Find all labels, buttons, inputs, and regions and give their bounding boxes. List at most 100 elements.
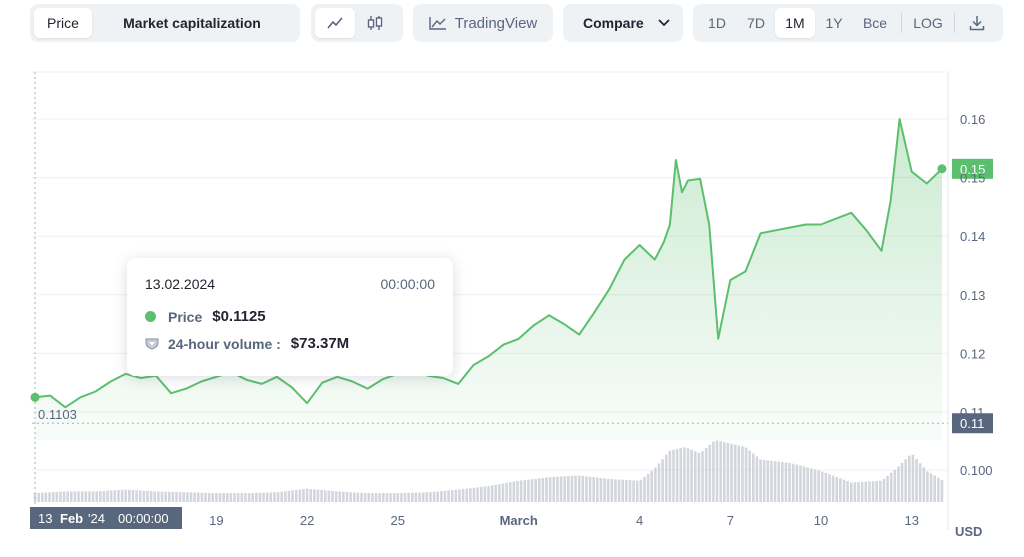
volume-bar [545, 477, 548, 502]
volume-bar [534, 478, 537, 502]
volume-bar [697, 452, 701, 502]
volume-bar [577, 475, 581, 502]
volume-bar [88, 491, 91, 502]
volume-bar [799, 465, 802, 502]
line-chart-button[interactable] [315, 8, 355, 38]
volume-bar [762, 459, 766, 502]
volume-bar [378, 493, 381, 502]
volume-bar [142, 490, 146, 502]
volume-bar [527, 479, 530, 502]
volume-bar [171, 491, 175, 502]
download-button[interactable] [959, 8, 995, 38]
y-tick-label: 0.14 [960, 229, 985, 244]
crosshair-date-part: Feb [60, 511, 83, 526]
tradingview-button[interactable]: TradingView [413, 4, 553, 42]
volume-bar [447, 490, 450, 502]
volume-bar [719, 441, 722, 502]
volume-bar [48, 492, 51, 502]
range-1y[interactable]: 1Y [825, 15, 843, 31]
view-switcher: Price Market capitalization [30, 4, 300, 42]
price-chart[interactable]: 0.1103 0.15 0.11 13 Feb '24 00:00:00 0.16 0.15 0… [0, 60, 1024, 557]
volume-bar [715, 440, 719, 502]
x-tick-label: March [500, 513, 538, 528]
volume-bar [62, 491, 66, 502]
volume-bar [897, 466, 900, 502]
volume-bar [479, 486, 483, 502]
x-tick-label: 10 [814, 513, 828, 528]
low-price-tag [952, 413, 993, 434]
volume-bar [128, 489, 131, 502]
volume-bar [189, 492, 193, 502]
volume-bar [639, 479, 643, 502]
volume-bar [102, 490, 106, 502]
volume-bar [657, 463, 661, 502]
current-price-tag [952, 158, 993, 179]
volume-bar [131, 490, 135, 502]
volume-bar [860, 481, 864, 502]
volume-bar [918, 463, 922, 502]
volume-bar [44, 492, 48, 502]
crosshair-date-tag [30, 507, 182, 529]
volume-bar [937, 477, 940, 502]
current-price-tag-label: 0.15 [960, 162, 985, 177]
range-7d[interactable]: 7D [747, 15, 765, 31]
volume-bar [824, 472, 828, 502]
volume-bar [690, 449, 693, 502]
volume-bar [327, 490, 331, 502]
volume-bar [795, 464, 799, 502]
y-tick-label: 0.11 [960, 405, 984, 420]
tradingview-label-wrap: TradingView [417, 8, 549, 38]
volume-bar [273, 492, 276, 502]
volume-bar [342, 491, 345, 502]
volume-bar [512, 481, 516, 502]
volume-bar [392, 493, 396, 502]
compare-dropdown[interactable]: Compare [563, 4, 683, 42]
tooltip-price-row: Price $0.1125 [145, 308, 435, 325]
volume-bar [465, 488, 469, 502]
volume-bar [693, 451, 697, 502]
divider [901, 13, 902, 33]
volume-bar [66, 491, 69, 502]
volume-bar [91, 491, 95, 502]
volume-bar [668, 450, 672, 502]
volume-bar [429, 492, 432, 502]
volume-bar [153, 491, 157, 502]
tab-market-capitalization[interactable]: Market capitalization [123, 15, 261, 31]
volume-bar [280, 491, 284, 502]
volume-bar [926, 471, 929, 502]
log-scale-toggle[interactable]: LOG [913, 15, 943, 31]
volume-bar [610, 479, 614, 502]
volume-bar [461, 489, 465, 502]
volume-bar [385, 493, 389, 502]
volume-bar [138, 490, 142, 502]
volume-bar [291, 490, 294, 502]
y-tick-label: 0.15 [960, 171, 985, 186]
range-1d[interactable]: 1D [708, 15, 726, 31]
volume-bar [255, 492, 258, 502]
volume-bar [635, 480, 639, 502]
volume-bar [99, 491, 102, 502]
range-1m[interactable]: 1M [775, 8, 815, 38]
volume-bar [211, 493, 215, 502]
tab-price[interactable]: Price [34, 8, 92, 38]
candlestick-icon [367, 16, 383, 30]
volume-bar [374, 493, 378, 502]
volume-bar [454, 489, 458, 502]
volume-bar [788, 462, 791, 502]
volume-bar [791, 463, 795, 502]
chevron-down-icon [658, 19, 670, 27]
volume-bar [773, 461, 777, 502]
volume-bar [548, 477, 552, 502]
volume-bar [552, 476, 556, 502]
volume-bar [400, 493, 403, 502]
volume-bar [900, 462, 904, 502]
candlestick-chart-button[interactable] [355, 8, 395, 38]
range-all[interactable]: Bce [862, 15, 888, 31]
volume-bar [436, 491, 440, 502]
volume-bar [675, 448, 679, 502]
volume-bar [244, 493, 247, 502]
volume-bar [846, 481, 849, 502]
volume-bar [396, 493, 400, 502]
volume-bar [683, 447, 686, 502]
volume-bar [204, 492, 207, 502]
